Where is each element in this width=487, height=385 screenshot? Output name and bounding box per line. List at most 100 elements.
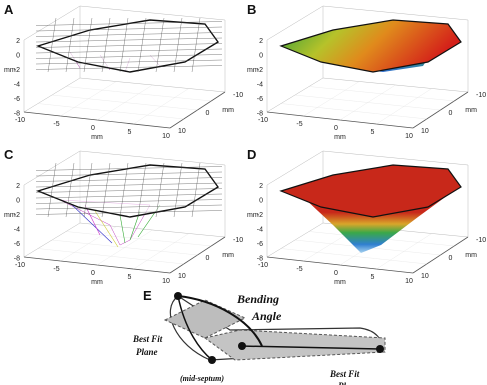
mesh-line [47,162,57,218]
axis-line [23,5,81,41]
y-tick-label: 10 [421,128,429,135]
panel-label: D [247,147,256,162]
x-tick-label: -10 [15,262,25,269]
y-axis-label: mm [465,107,477,114]
mesh-line [173,162,183,218]
z-tick-label: 2 [16,38,20,45]
z-axis-label: mm [4,212,16,219]
mesh-line [35,193,223,199]
z-tick-label: -4 [14,81,20,88]
z-tick-label: 2 [259,38,263,45]
y-tick-label: 10 [178,273,186,280]
z-tick-label: 2 [16,183,20,190]
surface [35,164,220,218]
y-tick-label: 0 [206,255,210,262]
x-axis-label: mm [334,134,346,141]
mesh-line [65,162,75,218]
mesh-line [35,199,223,204]
x-tick-label: -10 [15,117,25,124]
axis-line [79,150,226,166]
x-tick-label: -5 [296,266,302,273]
mesh-line [119,17,129,73]
mesh-line [35,54,223,59]
mesh-line [35,210,223,215]
y-tick-label: 10 [421,273,429,280]
y-tick-label: 0 [206,110,210,117]
axis-line [133,233,189,270]
panel: B 2 0 -2 -4 -6 -8 mm -10 -5 0 5 10 mm 10 0 -10 mm [247,2,486,141]
mesh-line [35,204,223,210]
annotation: (mid-septum) [180,374,224,383]
x-tick-label: 5 [128,274,132,281]
mesh-line [47,17,57,73]
z-tick-label: -6 [257,96,263,103]
mesh-line [173,17,183,73]
mesh-line [191,162,201,218]
mesh-line [119,162,129,218]
mesh-line [84,204,101,236]
mesh-line [35,188,223,193]
mesh-line [35,37,223,43]
panel-label: A [4,2,14,17]
z-tick-label: -4 [257,81,263,88]
x-tick-label: -5 [53,121,59,128]
x-tick-label: 5 [128,129,132,136]
z-axis-label: mm [4,67,16,74]
mesh-line [119,214,126,244]
y-axis-label: mm [465,252,477,259]
mesh-line [35,48,223,54]
x-axis-label: mm [91,134,103,141]
x-tick-label: 0 [91,270,95,277]
x-tick-label: 10 [162,133,170,140]
mesh-line [35,21,223,26]
axis-line [322,150,469,166]
x-tick-label: 5 [371,274,375,281]
axis-line [376,233,432,270]
axis-line [322,5,469,21]
surface [279,164,462,218]
z-tick-label: -8 [257,110,263,117]
panel: A 2 0 -2 -4 -6 -8 mm -10 -5 0 5 10 mm 10 0 -10 mm [4,2,243,141]
y-tick-label: -10 [476,237,486,244]
panel-label: E [143,288,152,303]
x-tick-label: -10 [258,117,268,124]
x-tick-label: 10 [405,278,413,285]
axis-line [65,86,212,102]
mesh-line [191,17,201,73]
axis-line [266,150,324,186]
z-tick-label: -4 [257,226,263,233]
y-tick-label: -10 [476,92,486,99]
y-tick-label: -10 [233,92,243,99]
surface [279,19,462,73]
x-tick-label: 0 [334,270,338,277]
z-tick-label: -4 [14,226,20,233]
axis-line [308,86,455,102]
z-tick-label: 0 [259,197,263,204]
z-tick-label: -2 [257,212,263,219]
axis-line [266,5,324,41]
mesh-line [69,202,113,244]
axis-line [376,88,432,125]
z-tick-label: -2 [14,212,20,219]
x-tick-label: -5 [53,266,59,273]
x-tick-label: -5 [296,121,302,128]
panel-e-diagram: E Bending Angle Best Fit Plane (mid-sept… [132,288,386,385]
annotation: Best Fit [329,369,360,379]
mesh-line [35,171,223,177]
x-tick-label: 5 [371,129,375,136]
annotation: Best Fit [132,334,163,344]
annotation: Angle [251,309,282,323]
mesh-line [101,17,111,73]
x-tick-label: 10 [405,133,413,140]
z-tick-label: 0 [16,197,20,204]
x-tick-label: -10 [258,262,268,269]
x-tick-label: 0 [334,125,338,132]
mesh-line [35,43,223,48]
mesh-line [35,182,223,188]
axis-line [51,94,198,111]
axis-line [294,94,441,111]
annotation: Pl [338,381,346,385]
mesh-line [65,17,75,73]
annotation: Plane [136,347,158,357]
mesh-line [94,210,119,248]
